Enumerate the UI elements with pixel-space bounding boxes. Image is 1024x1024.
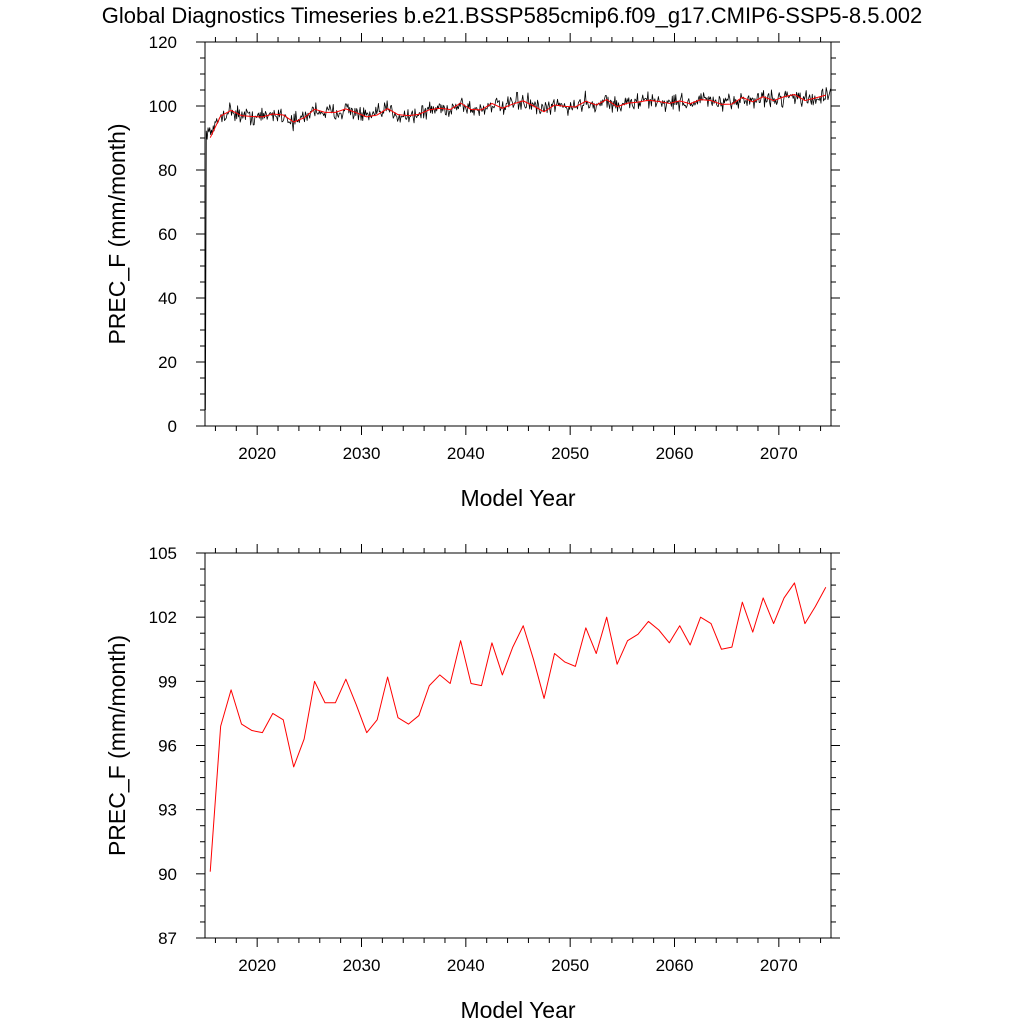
y-tick-label: 99: [158, 672, 177, 691]
y-tick-label: 102: [149, 608, 177, 627]
y-tick-label: 105: [149, 544, 177, 563]
figure-title: Global Diagnostics Timeseries b.e21.BSSP…: [102, 3, 923, 28]
plot-frame: [204, 552, 832, 939]
x-tick-label: 2020: [238, 444, 276, 463]
series-line-annual: [209, 582, 827, 872]
x-tick-label: 2040: [447, 444, 485, 463]
x-axis-label: Model Year: [460, 997, 575, 1023]
x-axis-label: Model Year: [460, 485, 575, 511]
x-tick-label: 2020: [238, 956, 276, 975]
y-tick-label: 90: [158, 865, 177, 884]
bottom-chart-panel: 2020 2030 2040 2050 2060 2070 87 90 93 96 99 102 105…: [104, 544, 840, 1023]
y-tick-label: 20: [158, 353, 177, 372]
y-axis-label: PREC_F (mm/month): [104, 123, 130, 344]
x-tick-label: 2050: [551, 956, 589, 975]
y-tick-label: 96: [158, 737, 177, 756]
y-tick-label: 100: [149, 97, 177, 116]
x-tick-label: 2040: [447, 956, 485, 975]
y-tick-label: 80: [158, 161, 177, 180]
y-axis-label: PREC_F (mm/month): [104, 635, 130, 856]
x-tick-label: 2030: [343, 956, 381, 975]
series-line-annual: [209, 93, 826, 138]
x-tick-label: 2070: [760, 956, 798, 975]
y-tick-label: 60: [158, 225, 177, 244]
top-chart-panel: 2020 2030 2040 2050 2060 2070020406080100120M…: [104, 33, 840, 511]
y-tick-label: 87: [158, 929, 177, 948]
x-tick-label: 2060: [656, 956, 694, 975]
x-tick-label: 2060: [656, 444, 694, 463]
y-tick-label: 40: [158, 289, 177, 308]
x-tick-label: 2070: [760, 444, 798, 463]
series-line-monthly: [205, 87, 831, 411]
x-tick-label: 2050: [551, 444, 589, 463]
y-tick-label: 93: [158, 801, 177, 820]
y-tick-label: 0: [168, 417, 177, 436]
x-tick-label: 2030: [343, 444, 381, 463]
y-tick-label: 120: [149, 33, 177, 52]
